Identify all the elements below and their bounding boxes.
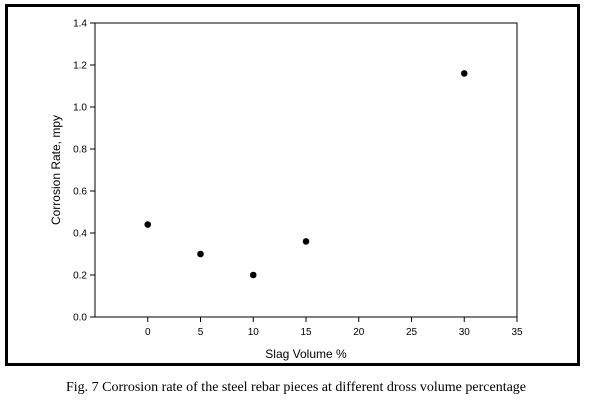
y-axis-title: Corrosion Rate, mpy <box>49 115 63 225</box>
x-axis-title: Slag Volume % <box>265 347 347 361</box>
y-tick-label: 0.6 <box>73 187 87 198</box>
y-tick-label: 0.2 <box>73 271 87 282</box>
y-tick-label: 1.2 <box>73 61 87 72</box>
data-point <box>460 70 468 77</box>
x-tick-label: 5 <box>198 327 204 338</box>
x-tick-label: 20 <box>353 327 365 338</box>
data-point <box>144 221 152 228</box>
scatter-chart: 0.00.20.40.60.81.01.21.4 0 5 10 15 20 25 30 35 … <box>49 19 523 362</box>
x-tick-label: 25 <box>406 327 418 338</box>
x-tick-label: 10 <box>248 327 260 338</box>
figure-frame <box>5 4 580 366</box>
data-point <box>302 238 310 245</box>
x-tick-label: 30 <box>459 327 471 338</box>
y-axis: 0.0 0.2 0.4 0.6 0.8 1.0 1.2 1.4 <box>73 19 95 324</box>
x-tick-label: 0 <box>145 327 151 338</box>
y-tick-label: 0.8 <box>73 145 87 156</box>
y-tick-label: 0.0 <box>73 313 87 324</box>
x-axis: 0 5 10 15 20 25 30 35 <box>145 317 523 338</box>
y-tick-label: 1.4 <box>73 19 87 30</box>
data-points <box>144 70 468 279</box>
figure-caption: Fig. 7 Corrosion rate of the steel rebar… <box>65 380 527 395</box>
data-point <box>197 250 204 258</box>
y-tick-label: 1.0 <box>73 103 87 114</box>
plot-area <box>94 22 518 318</box>
x-tick-label: 15 <box>300 327 312 338</box>
x-tick-label: 35 <box>511 327 523 338</box>
data-point <box>249 271 257 279</box>
y-tick-label: 0.4 <box>73 229 87 240</box>
